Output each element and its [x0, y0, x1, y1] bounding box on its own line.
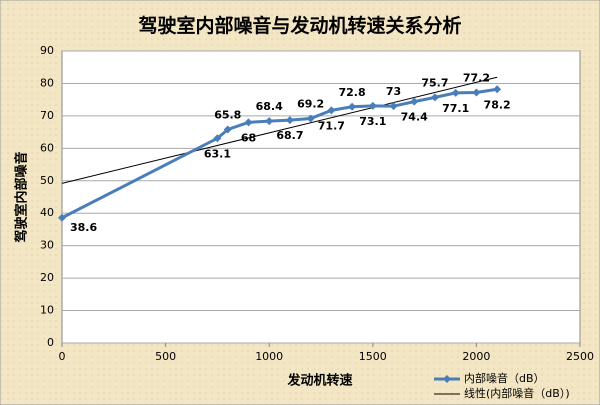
- marker: [285, 116, 294, 125]
- x-tick-label: 1000: [255, 350, 283, 363]
- marker: [368, 101, 377, 110]
- y-tick-label: 20: [40, 271, 54, 284]
- marker: [265, 117, 274, 126]
- x-tick-label: 500: [155, 350, 176, 363]
- legend-label: 线性(内部噪音（dB）): [464, 386, 570, 400]
- legend-marker: [443, 375, 451, 383]
- marker: [327, 106, 336, 115]
- plot-area: [61, 50, 581, 344]
- marker: [244, 118, 253, 127]
- x-tick-label: 0: [59, 350, 66, 363]
- y-tick-label: 40: [40, 206, 54, 219]
- marker: [389, 102, 398, 111]
- y-tick-label: 10: [40, 304, 54, 317]
- y-axis-title: 驾驶室内部噪音: [14, 151, 30, 242]
- y-tick-label: 60: [40, 141, 54, 154]
- marker: [410, 97, 419, 106]
- data-label: 65.8: [214, 109, 241, 122]
- y-tick-label: 50: [40, 174, 54, 187]
- marker: [213, 134, 222, 143]
- y-tick-label: 30: [40, 239, 54, 252]
- marker: [306, 114, 315, 123]
- data-label: 68.4: [256, 100, 283, 113]
- marker: [430, 93, 439, 102]
- x-tick-label: 2500: [566, 350, 594, 363]
- marker: [472, 88, 481, 97]
- data-label: 77.1: [442, 102, 469, 115]
- trendline: [61, 76, 498, 184]
- chart-title: 驾驶室内部噪音与发动机转速关系分析: [138, 14, 461, 37]
- x-axis-title: 发动机转速: [286, 373, 352, 389]
- data-label: 77.2: [463, 72, 490, 85]
- data-label: 73: [386, 85, 401, 98]
- data-label: 71.7: [318, 119, 345, 132]
- marker: [451, 88, 460, 97]
- legend-label: 内部噪音（dB）: [464, 371, 545, 385]
- data-label: 78.2: [484, 98, 511, 111]
- marker: [493, 85, 502, 94]
- series-line: [61, 87, 498, 220]
- y-tick-label: 0: [47, 336, 54, 349]
- data-label: 38.6: [70, 221, 97, 234]
- data-label: 75.7: [421, 76, 448, 89]
- data-label: 73.1: [359, 115, 386, 128]
- marker: [223, 125, 232, 134]
- y-tick-label: 90: [40, 44, 54, 57]
- data-label: 68.7: [276, 129, 303, 142]
- data-label: 72.8: [339, 86, 366, 99]
- data-label: 69.2: [297, 97, 324, 110]
- y-tick-label: 80: [40, 76, 54, 89]
- data-label: 74.4: [401, 111, 428, 124]
- data-label: 63.1: [204, 147, 231, 160]
- x-tick-label: 2000: [462, 350, 490, 363]
- marker: [348, 102, 357, 111]
- y-tick-label: 70: [40, 109, 54, 122]
- x-tick-label: 1500: [359, 350, 387, 363]
- data-label: 68: [241, 131, 256, 144]
- marker: [58, 213, 66, 222]
